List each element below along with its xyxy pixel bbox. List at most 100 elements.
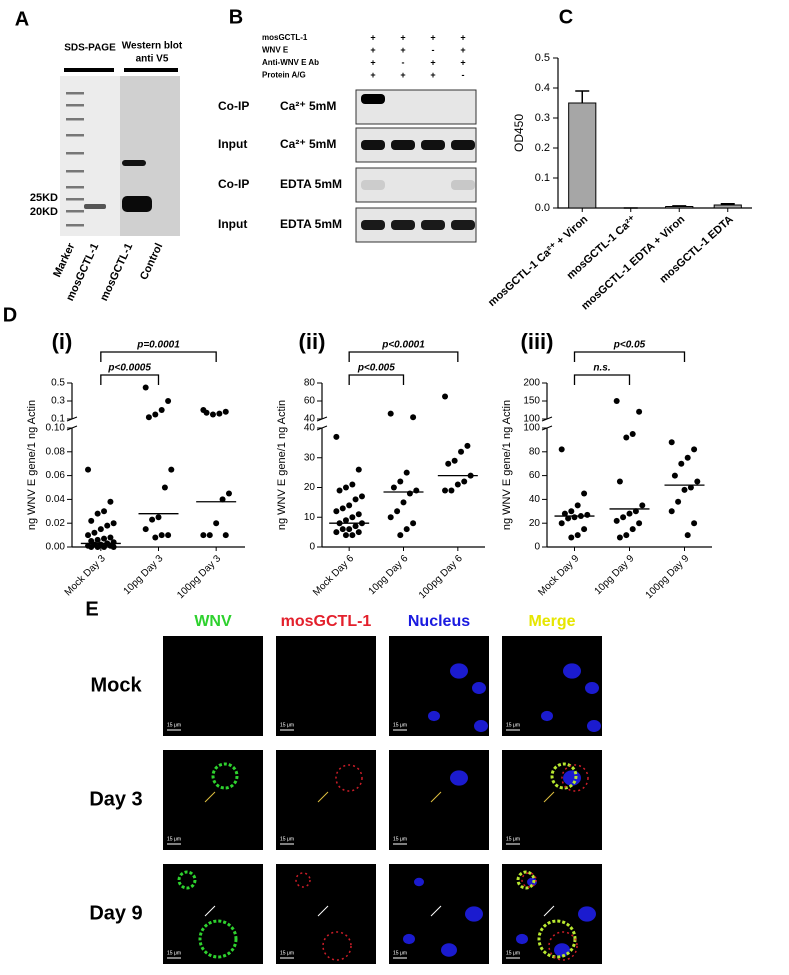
blot-band bbox=[391, 220, 415, 230]
data-point bbox=[152, 411, 159, 418]
data-point bbox=[213, 520, 220, 527]
blot-band bbox=[451, 220, 475, 230]
micrograph bbox=[389, 750, 489, 850]
data-point bbox=[107, 534, 114, 541]
data-point bbox=[165, 532, 172, 539]
scale-bar-label: 15 μm bbox=[167, 950, 181, 956]
header: anti V5 bbox=[136, 54, 169, 65]
blot-band bbox=[451, 140, 475, 150]
band bbox=[84, 204, 106, 209]
axis bbox=[546, 383, 712, 548]
data-point bbox=[574, 532, 581, 539]
data-point bbox=[694, 478, 701, 485]
x-tick-label: 10pg Day 3 bbox=[122, 553, 166, 597]
y-tick-label: 0.06 bbox=[46, 470, 66, 481]
significance-label: p<0.0001 bbox=[381, 340, 425, 351]
data-point bbox=[623, 532, 630, 539]
panel-label: B bbox=[229, 6, 243, 28]
arrow bbox=[543, 791, 555, 803]
blot-band bbox=[421, 140, 445, 150]
sign: + bbox=[430, 57, 435, 67]
data-point bbox=[91, 529, 98, 536]
y-axis-label: ng WNV E gene/1 ng Actin bbox=[276, 400, 288, 530]
y-tick-label: 0.0 bbox=[535, 202, 550, 214]
data-point bbox=[107, 498, 114, 505]
y-tick-label: 60 bbox=[304, 396, 316, 407]
sign: + bbox=[400, 45, 405, 55]
data-point bbox=[358, 493, 365, 500]
data-point bbox=[203, 409, 210, 416]
row-label: Mock bbox=[90, 674, 142, 696]
y-tick-label: 0.00 bbox=[46, 542, 66, 553]
data-point bbox=[636, 520, 643, 527]
sign: + bbox=[400, 70, 405, 80]
data-point bbox=[613, 517, 620, 524]
column-label: mosGCTL-1 bbox=[281, 613, 372, 630]
y-tick-label: 40 bbox=[304, 414, 316, 425]
data-point bbox=[342, 484, 349, 491]
significance-label: p<0.05 bbox=[613, 340, 646, 351]
sign: + bbox=[370, 57, 375, 67]
data-point bbox=[85, 466, 92, 473]
data-point bbox=[687, 484, 694, 491]
data-point bbox=[678, 460, 685, 467]
data-point bbox=[613, 398, 620, 404]
data-point bbox=[342, 517, 349, 524]
y-tick-label: 10 bbox=[304, 512, 316, 523]
data-point bbox=[333, 529, 340, 536]
mosgctl-signal bbox=[548, 931, 578, 961]
data-point bbox=[568, 508, 575, 515]
sign: + bbox=[370, 70, 375, 80]
header-bar bbox=[64, 68, 114, 72]
data-point bbox=[623, 434, 630, 441]
blot-band bbox=[361, 180, 385, 190]
marker-band bbox=[66, 224, 84, 227]
x-tick-label: 100pg Day 6 bbox=[417, 553, 465, 601]
data-point bbox=[616, 478, 623, 485]
data-point bbox=[158, 532, 165, 539]
arrow bbox=[317, 905, 329, 917]
significance-label: n.s. bbox=[593, 363, 610, 374]
y-tick-label: 150 bbox=[523, 396, 540, 407]
data-point bbox=[333, 433, 340, 440]
data-point bbox=[339, 505, 346, 512]
data-point bbox=[346, 526, 353, 533]
y-axis-label: ng WNV E gene/1 ng Actin bbox=[26, 400, 38, 530]
scale-bar-label: 15 μm bbox=[280, 836, 294, 842]
marker-band bbox=[66, 118, 84, 121]
y-tick-label: 80 bbox=[304, 378, 316, 389]
y-tick-label: 0.1 bbox=[535, 172, 550, 184]
nucleus bbox=[563, 663, 581, 679]
gel-sds bbox=[60, 76, 120, 236]
assay-label: Input bbox=[218, 137, 247, 151]
data-point bbox=[445, 460, 452, 467]
x-tick-label: Mock Day 3 bbox=[63, 553, 108, 598]
nucleus bbox=[554, 943, 570, 957]
data-point bbox=[397, 532, 404, 539]
significance-label: p<0.005 bbox=[357, 363, 395, 374]
nucleus bbox=[585, 682, 599, 694]
data-point bbox=[629, 526, 636, 533]
wnv-signal bbox=[550, 762, 578, 790]
y-tick-label: 30 bbox=[304, 452, 316, 463]
significance-bracket bbox=[348, 374, 405, 385]
x-tick-label: 10pg Day 6 bbox=[367, 553, 411, 597]
y-tick-label: 0.10 bbox=[46, 423, 66, 434]
column-label: Merge bbox=[528, 613, 575, 630]
y-tick-label: 20 bbox=[529, 518, 541, 529]
significance-label: p<0.0005 bbox=[107, 363, 151, 374]
data-point bbox=[142, 384, 149, 391]
marker-band bbox=[66, 198, 84, 201]
error-bar bbox=[672, 205, 687, 207]
data-point bbox=[225, 490, 232, 497]
header: SDS-PAGE bbox=[64, 43, 116, 54]
data-point bbox=[565, 515, 572, 522]
row-label: mosGCTL-1 bbox=[262, 33, 308, 42]
wnv-signal bbox=[198, 919, 238, 959]
y-tick-label: 0.3 bbox=[51, 396, 65, 407]
panel-title: (ii) bbox=[299, 329, 326, 354]
micrograph bbox=[276, 750, 376, 850]
marker-label: 25KD bbox=[30, 192, 58, 204]
data-point bbox=[101, 544, 108, 550]
data-point bbox=[158, 407, 165, 413]
